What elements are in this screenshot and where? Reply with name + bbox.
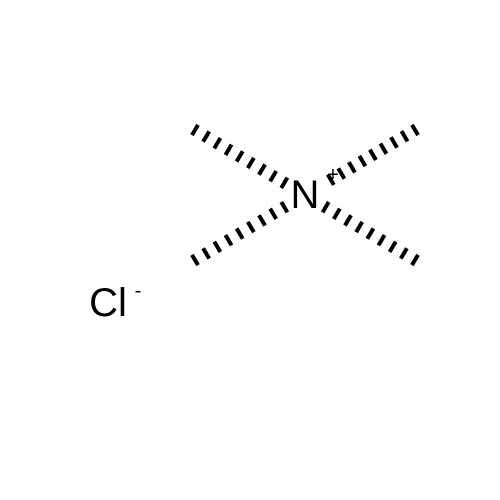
bond	[323, 202, 418, 265]
atom-n: N	[291, 173, 320, 217]
chemical-structure: N + Cl-	[0, 0, 500, 500]
bond	[192, 202, 287, 265]
charge-n: +	[327, 164, 339, 186]
bond	[328, 125, 418, 185]
atom-cl: Cl	[89, 281, 127, 325]
bond	[192, 125, 287, 188]
charge-cl: -	[135, 280, 142, 302]
